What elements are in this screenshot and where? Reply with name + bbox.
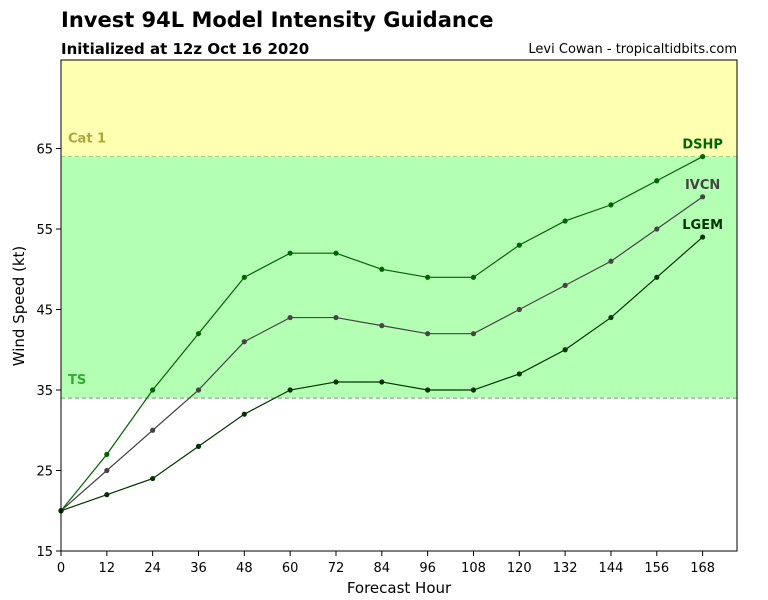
- data-point-ivcn: [150, 427, 156, 433]
- data-point-ivcn: [470, 331, 477, 337]
- x-tick-label: 156: [644, 561, 669, 576]
- x-tick-label: 24: [144, 561, 161, 576]
- x-tick-label: 96: [419, 561, 436, 576]
- data-point-dshp: [516, 242, 522, 248]
- data-point-lgem: [333, 379, 339, 385]
- data-point-lgem: [562, 347, 568, 353]
- data-point-ivcn: [425, 331, 431, 337]
- data-point-ivcn: [241, 339, 247, 345]
- band-ts: [61, 156, 737, 399]
- data-point-dshp: [241, 274, 247, 280]
- data-point-lgem: [608, 314, 614, 321]
- data-point-lgem: [287, 387, 293, 393]
- y-tick-label: 35: [36, 384, 53, 399]
- x-axis-label: Forecast Hour: [347, 579, 452, 597]
- data-point-ivcn: [608, 258, 614, 264]
- axes: 0 12 24 36 48 60 72 84 96 108 120 132 144 156 168 15 25 3…: [36, 59, 738, 576]
- data-point-lgem: [654, 274, 660, 280]
- data-point-lgem: [470, 387, 477, 393]
- data-point-ivcn: [700, 194, 706, 200]
- data-point-lgem: [425, 387, 431, 393]
- y-tick-label: 55: [36, 223, 53, 238]
- data-point-lgem: [379, 379, 385, 385]
- series-layer: DSHP IVCN LGEM: [58, 138, 723, 514]
- x-tick-label: 108: [461, 561, 486, 576]
- x-tick-label: 36: [190, 561, 207, 576]
- data-point-dshp: [150, 387, 156, 393]
- data-point-ivcn: [104, 467, 110, 474]
- data-point-dshp: [654, 178, 660, 184]
- y-tick-label: 45: [36, 304, 53, 319]
- data-point-ivcn: [654, 226, 660, 232]
- x-tick-label: 144: [599, 561, 624, 576]
- data-point-lgem: [150, 475, 156, 482]
- chart-credit: Levi Cowan - tropicaltidbits.com: [528, 42, 737, 57]
- band-label-ts: TS: [68, 373, 86, 388]
- series-label-ivcn: IVCN: [685, 178, 720, 193]
- data-point-lgem: [700, 234, 706, 240]
- band-label-cat-1: Cat 1: [68, 132, 106, 147]
- data-point-ivcn: [333, 314, 339, 321]
- x-tick-label: 72: [328, 561, 345, 576]
- band-cat-1: [61, 60, 737, 157]
- x-tick-label: 120: [507, 561, 532, 576]
- data-point-dshp: [195, 331, 202, 337]
- data-point-ivcn: [516, 306, 522, 313]
- x-tick-label: 60: [282, 561, 299, 576]
- data-point-dshp: [425, 274, 431, 280]
- y-tick-label: 25: [36, 465, 53, 480]
- data-point-dshp: [608, 202, 614, 208]
- data-point-ivcn: [379, 323, 385, 329]
- data-point-dshp: [562, 218, 568, 224]
- plot-frame: [60, 59, 738, 552]
- data-point-ivcn: [287, 314, 293, 321]
- data-point-lgem: [516, 371, 522, 377]
- x-tick-label: 132: [553, 561, 578, 576]
- y-axis-label: Wind Speed (kt): [10, 246, 28, 367]
- x-tick-label: 48: [236, 561, 253, 576]
- y-tick-label: 65: [36, 143, 53, 158]
- x-tick-label: 0: [57, 561, 65, 576]
- data-point-dshp: [470, 274, 477, 280]
- data-point-lgem: [104, 492, 110, 498]
- intensity-bands: Cat 1 TS: [61, 60, 737, 399]
- chart-title: Invest 94L Model Intensity Guidance: [61, 8, 494, 32]
- x-tick-label: 12: [99, 561, 116, 576]
- y-tick-label: 15: [36, 545, 53, 560]
- data-point-ivcn: [562, 282, 568, 288]
- data-point-dshp: [700, 153, 706, 160]
- data-point-ivcn: [195, 387, 202, 393]
- series-label-dshp: DSHP: [682, 138, 723, 153]
- series-label-lgem: LGEM: [682, 218, 723, 233]
- data-point-dshp: [333, 250, 339, 256]
- chart-subtitle: Initialized at 12z Oct 16 2020: [61, 40, 310, 58]
- x-tick-label: 168: [690, 561, 715, 576]
- data-point-lgem: [195, 443, 202, 449]
- x-tick-label: 84: [374, 561, 391, 576]
- data-point-dshp: [287, 250, 293, 256]
- data-point-dshp: [379, 266, 385, 272]
- data-point-dshp: [104, 451, 110, 458]
- data-point-lgem: [241, 411, 247, 417]
